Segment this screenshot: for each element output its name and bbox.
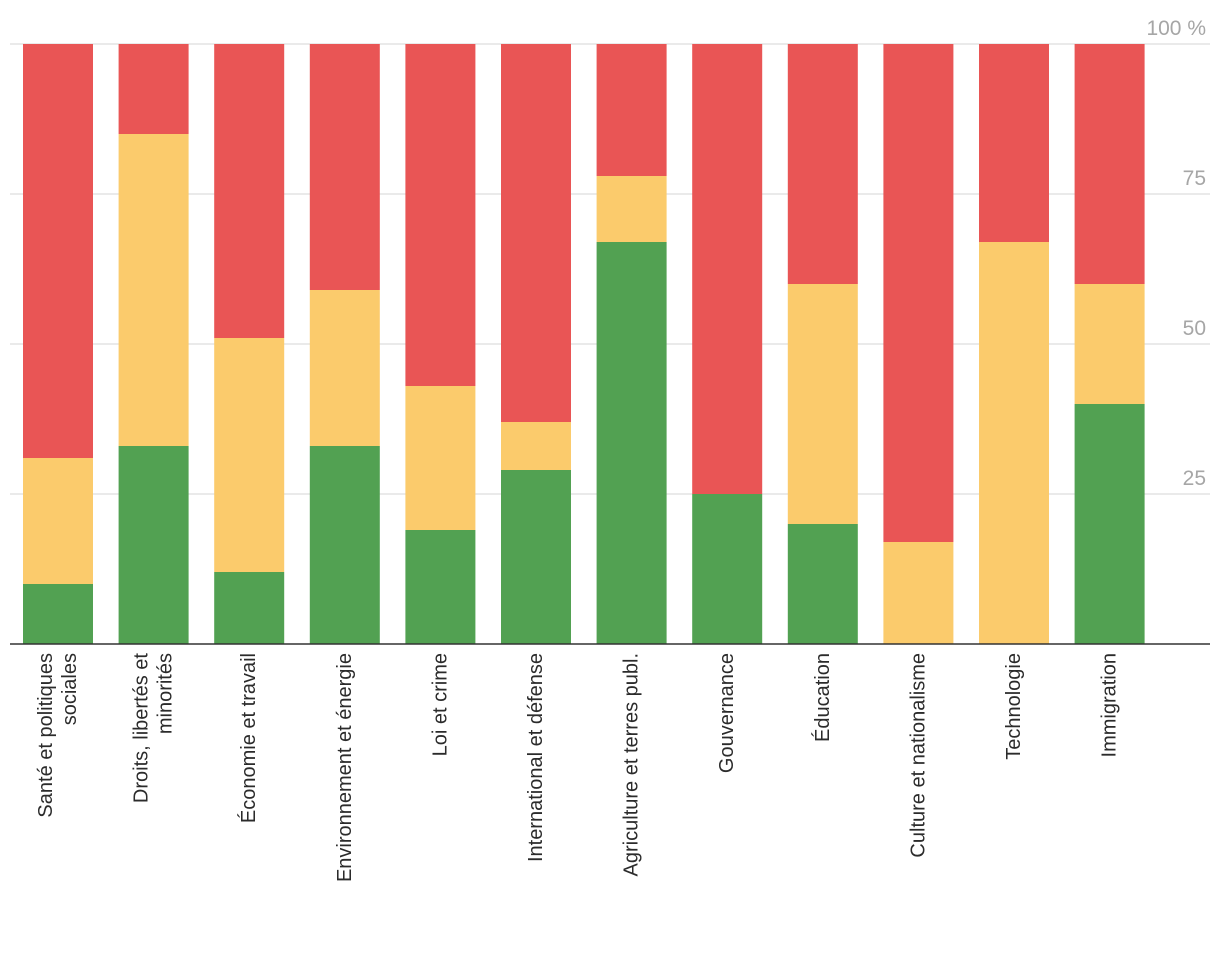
x-tick-label-line: Éducation	[811, 653, 834, 742]
bar-segment-1-0	[118, 446, 189, 644]
bar-segment-1-1	[118, 134, 189, 446]
x-tick-label-10: Technologie	[1003, 653, 1025, 760]
bar-segment-4-1	[405, 386, 476, 530]
bar-segment-4-0	[405, 530, 476, 644]
bar-segment-5-1	[501, 422, 571, 470]
x-tick-label-line: Gouvernance	[716, 653, 738, 773]
bars	[23, 44, 1145, 644]
bar-segment-11-1	[1074, 284, 1145, 404]
category-labels: Santé et politiques sociales Droits, liber…	[35, 653, 1121, 882]
bar-segment-11-0	[1074, 404, 1145, 644]
bar-segment-10-2	[979, 44, 1049, 242]
x-tick-label-line: Santé et politiques	[35, 653, 57, 818]
x-tick-label-11: Immigration	[1099, 653, 1121, 757]
x-tick-label-8: Éducation	[811, 653, 834, 742]
bar-segment-3-1	[309, 290, 380, 446]
bar-segment-10-1	[979, 242, 1049, 644]
x-tick-label-4: Loi et crime	[429, 653, 451, 756]
x-tick-label-0: Santé et politiques sociales	[35, 653, 81, 818]
bar-segment-8-2	[787, 44, 858, 284]
x-tick-label-6: Agriculture et terres publ.	[621, 653, 643, 876]
bar-segment-7-0	[692, 494, 763, 644]
y-tick-label-75: 75	[1183, 167, 1206, 190]
x-tick-label-line: sociales	[59, 653, 81, 725]
bar-segment-2-0	[214, 572, 285, 644]
x-tick-label-line: Droits, libertés et	[131, 653, 153, 803]
bar-segment-5-0	[501, 470, 571, 644]
x-tick-label-line: Environnement et énergie	[334, 653, 356, 882]
bar-segment-0-1	[23, 458, 93, 584]
x-tick-label-3: Environnement et énergie	[334, 653, 356, 882]
bar-segment-7-2	[692, 44, 763, 494]
x-tick-label-1: Droits, libertés et minorités	[131, 653, 177, 803]
x-tick-label-7: Gouvernance	[716, 653, 738, 773]
x-tick-label-line: minorités	[155, 653, 177, 734]
x-tick-label-9: Culture et nationalisme	[907, 653, 929, 858]
bar-segment-6-2	[596, 44, 667, 176]
x-tick-label-line: International et défense	[525, 653, 547, 862]
bar-segment-5-2	[501, 44, 571, 422]
bar-segment-6-1	[596, 176, 667, 242]
bar-segment-0-0	[23, 584, 93, 644]
bar-segment-1-2	[118, 44, 189, 134]
y-tick-label-100: 100 %	[1146, 17, 1206, 40]
bar-segment-4-2	[405, 44, 476, 386]
x-tick-label-line: Technologie	[1003, 653, 1025, 760]
bar-segment-8-1	[787, 284, 858, 524]
bar-segment-2-1	[214, 338, 285, 572]
bar-segment-11-2	[1074, 44, 1145, 284]
bar-segment-9-2	[883, 44, 954, 542]
x-tick-label-5: International et défense	[525, 653, 547, 862]
y-axis-ticks: 25 50 75 100 %	[1146, 17, 1206, 490]
bar-segment-0-2	[23, 44, 93, 458]
bar-segment-3-2	[309, 44, 380, 290]
y-tick-label-25: 25	[1183, 467, 1206, 490]
x-tick-label-line: Loi et crime	[429, 653, 451, 756]
x-tick-label-2: Économie et travail	[237, 653, 260, 823]
bar-segment-9-1	[883, 542, 954, 644]
bar-segment-8-0	[787, 524, 858, 644]
y-tick-label-50: 50	[1183, 317, 1206, 340]
x-tick-label-line: Culture et nationalisme	[907, 653, 929, 858]
x-tick-label-line: Économie et travail	[237, 653, 260, 823]
bar-segment-6-0	[596, 242, 667, 644]
x-tick-label-line: Agriculture et terres publ.	[621, 653, 643, 876]
bar-segment-3-0	[309, 446, 380, 644]
x-tick-label-line: Immigration	[1099, 653, 1121, 757]
bar-segment-2-2	[214, 44, 285, 338]
